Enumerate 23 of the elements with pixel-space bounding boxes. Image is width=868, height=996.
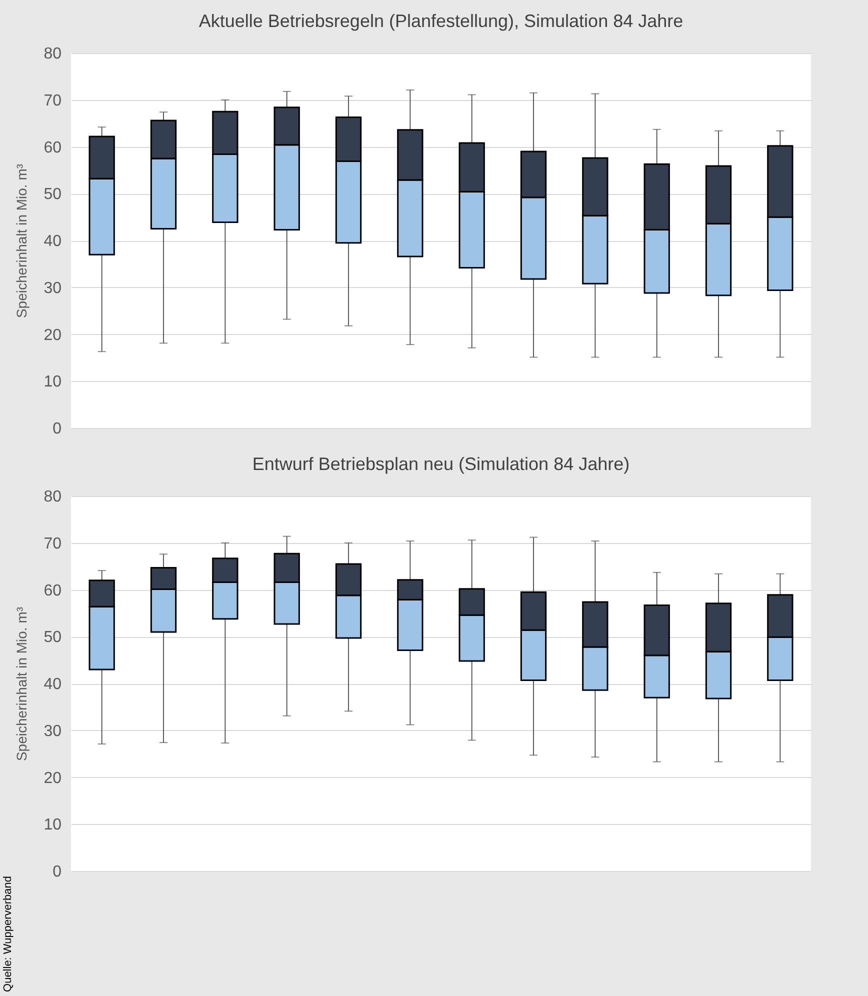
y-tick-label: 0	[52, 864, 62, 880]
y-tick-label: 20	[44, 326, 62, 344]
y-tick-label: 70	[44, 535, 62, 552]
y-tick-label: 60	[44, 139, 62, 156]
y-tick-label: 20	[44, 770, 62, 787]
y-tick-label: 40	[44, 676, 62, 693]
y-axis-title: Speicherinhalt in Mio. m³	[14, 164, 30, 318]
y-tick-label: 50	[44, 186, 62, 204]
y-tick-label: 60	[44, 582, 62, 600]
y-tick-label: 10	[44, 816, 62, 834]
y-tick-label: 80	[44, 46, 62, 62]
y-tick-label: 40	[44, 233, 62, 250]
y-tick-label: 70	[44, 92, 62, 110]
source-note: Quelle: Wupperverband	[2, 876, 14, 992]
y-tick-label: 30	[44, 722, 62, 740]
y-tick-label: 10	[44, 374, 62, 391]
chart-title: Entwurf Betriebsplan neu (Simulation 84 Jahre)	[252, 454, 630, 474]
y-tick-label: 50	[44, 629, 62, 646]
y-tick-label: 80	[44, 488, 62, 506]
y-tick-label: 0	[52, 420, 62, 438]
chart-title: Aktuelle Betriebsregeln (Planfestellung), Simulation 84 Jahre	[198, 11, 684, 31]
y-axis-title: Speicherinhalt in Mio. m³	[14, 606, 30, 762]
y-tick-label: 30	[44, 280, 62, 297]
